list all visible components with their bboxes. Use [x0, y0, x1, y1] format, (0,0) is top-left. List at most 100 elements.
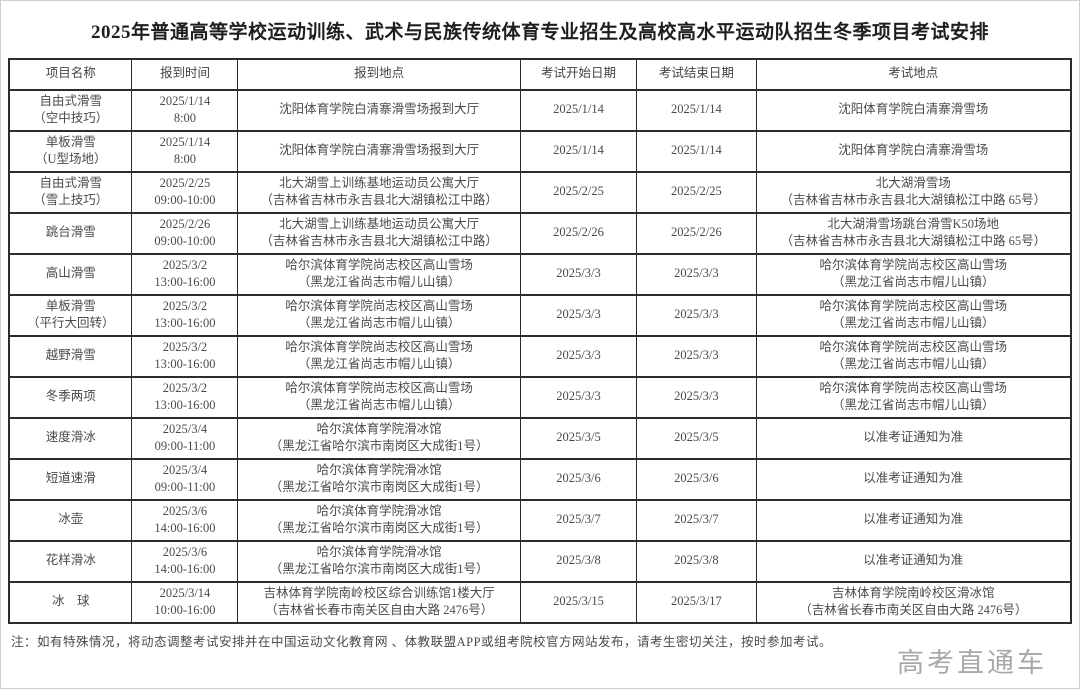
- cell-text-line: 2025/3/2: [162, 257, 208, 272]
- cell-exam-end-date: 2025/3/17: [636, 580, 757, 624]
- column-header: 考试结束日期: [636, 57, 757, 91]
- cell-text-line: 北大湖雪上训练基地运动员公寓大厅: [279, 175, 480, 190]
- cell-text-line: 自由式滑雪: [39, 93, 102, 108]
- cell-exam-start-date: 2025/3/3: [519, 334, 638, 378]
- table-row: 越野滑雪 2025/3/2 13:00-16:00 哈尔滨体育学院尚志校区高山雪场 （黑…: [8, 334, 1072, 378]
- cell-project-name: 冰壶: [8, 498, 133, 542]
- cell-text-line: （黑龙江省尚志市帽儿山镇）: [832, 316, 995, 331]
- table-header-row: 项目名称 报到时间 报到地点 考试开始日期 考试结束日期 考试地点: [8, 57, 1072, 91]
- cell-checkin-place: 吉林体育学院南岭校区综合训练馆1楼大厅 （吉林省长春市南关区自由大路 2476号）: [237, 580, 521, 624]
- cell-checkin-time: 2025/3/6 14:00-16:00: [131, 539, 239, 583]
- cell-text-line: 2025/3/4: [162, 462, 208, 477]
- cell-text-line: 跳台滑雪: [45, 225, 96, 240]
- cell-checkin-time: 2025/3/2 13:00-16:00: [131, 252, 239, 296]
- cell-text-line: （吉林省吉林市永吉县北大湖镇松江中路 65号）: [780, 234, 1047, 249]
- cell-exam-place: 哈尔滨体育学院尚志校区高山雪场 （黑龙江省尚志市帽儿山镇）: [755, 293, 1072, 337]
- cell-text-line: （黑龙江省哈尔滨市南岗区大成街1号）: [269, 439, 489, 454]
- cell-text-line: （U型场地）: [34, 152, 107, 167]
- cell-project-name: 冰 球: [8, 580, 133, 624]
- cell-text-line: （平行大回转）: [26, 316, 115, 331]
- column-header: 报到时间: [131, 57, 239, 91]
- cell-text-line: 自由式滑雪: [39, 175, 102, 190]
- cell-checkin-time: 2025/3/4 09:00-11:00: [131, 457, 239, 501]
- cell-exam-start-date: 2025/3/15: [519, 580, 638, 624]
- cell-checkin-place: 哈尔滨体育学院尚志校区高山雪场 （黑龙江省尚志市帽儿山镇）: [237, 293, 521, 337]
- cell-exam-end-date: 2025/1/14: [636, 129, 757, 173]
- cell-text-line: 沈阳体育学院白清寨滑雪场: [838, 102, 989, 117]
- cell-text-line: 2025/3/6: [162, 544, 208, 559]
- column-header: 项目名称: [8, 57, 133, 91]
- table-row: 单板滑雪 （平行大回转） 2025/3/2 13:00-16:00 哈尔滨体育学院尚志校…: [8, 293, 1072, 337]
- table-body: 自由式滑雪 （空中技巧） 2025/1/14 8:00 沈阳体育学院白清寨滑雪场报到大厅…: [8, 88, 1072, 624]
- cell-text-line: 以准考证通知为准: [863, 553, 964, 568]
- footnote: 注：如有特殊情况，将动态调整考试安排并在中国运动文化教育网 、体教联盟APP或组…: [11, 634, 833, 649]
- cell-exam-end-date: 2025/2/26: [636, 211, 757, 255]
- cell-exam-start-date: 2025/3/5: [519, 416, 638, 460]
- column-header: 报到地点: [237, 57, 521, 91]
- cell-text-line: （吉林省吉林市永吉县北大湖镇松江中路）: [260, 234, 498, 249]
- cell-text-line: 冬季两项: [45, 389, 96, 404]
- cell-text-line: 速度滑冰: [45, 430, 96, 445]
- table-row: 高山滑雪 2025/3/2 13:00-16:00 哈尔滨体育学院尚志校区高山雪场 （黑…: [8, 252, 1072, 296]
- cell-text-line: 2025/3/4: [162, 421, 208, 436]
- cell-text-line: 2025/2/26: [159, 216, 211, 231]
- cell-text-line: 09:00-10:00: [154, 234, 216, 249]
- cell-text-line: 2025/3/2: [162, 298, 208, 313]
- cell-project-name: 高山滑雪: [8, 252, 133, 296]
- cell-text-line: 以准考证通知为准: [863, 512, 964, 527]
- cell-text-line: 哈尔滨体育学院滑冰馆: [316, 544, 442, 559]
- cell-text-line: 2025/3/6: [162, 503, 208, 518]
- cell-checkin-time: 2025/2/26 09:00-10:00: [131, 211, 239, 255]
- cell-checkin-place: 哈尔滨体育学院尚志校区高山雪场 （黑龙江省尚志市帽儿山镇）: [237, 375, 521, 419]
- cell-exam-place: 以准考证通知为准: [755, 457, 1072, 501]
- cell-exam-end-date: 2025/3/3: [636, 293, 757, 337]
- cell-exam-end-date: 2025/3/3: [636, 334, 757, 378]
- cell-text-line: 单板滑雪: [45, 298, 96, 313]
- cell-exam-place: 以准考证通知为准: [755, 498, 1072, 542]
- table-row: 速度滑冰 2025/3/4 09:00-11:00 哈尔滨体育学院滑冰馆 （黑龙江省哈尔…: [8, 416, 1072, 460]
- cell-checkin-place: 沈阳体育学院白清寨滑雪场报到大厅: [237, 88, 521, 132]
- cell-exam-start-date: 2025/3/3: [519, 293, 638, 337]
- cell-text-line: 哈尔滨体育学院尚志校区高山雪场: [819, 380, 1008, 395]
- cell-text-line: 2025/2/25: [159, 175, 211, 190]
- cell-text-line: 以准考证通知为准: [863, 471, 964, 486]
- cell-checkin-place: 北大湖雪上训练基地运动员公寓大厅 （吉林省吉林市永吉县北大湖镇松江中路）: [237, 170, 521, 214]
- cell-exam-start-date: 2025/3/6: [519, 457, 638, 501]
- cell-project-name: 花样滑冰: [8, 539, 133, 583]
- column-header: 考试地点: [755, 57, 1072, 91]
- cell-text-line: 北大湖滑雪场跳台滑雪K50场地: [827, 216, 1000, 231]
- cell-text-line: 哈尔滨体育学院滑冰馆: [316, 421, 442, 436]
- cell-text-line: 沈阳体育学院白清寨滑雪场报到大厅: [279, 102, 480, 117]
- cell-exam-start-date: 2025/3/8: [519, 539, 638, 583]
- cell-exam-place: 以准考证通知为准: [755, 539, 1072, 583]
- cell-exam-start-date: 2025/3/7: [519, 498, 638, 542]
- cell-text-line: 哈尔滨体育学院尚志校区高山雪场: [285, 298, 473, 313]
- cell-exam-place: 哈尔滨体育学院尚志校区高山雪场 （黑龙江省尚志市帽儿山镇）: [755, 334, 1072, 378]
- cell-exam-start-date: 2025/3/3: [519, 375, 638, 419]
- cell-exam-end-date: 2025/3/3: [636, 252, 757, 296]
- page-title: 2025年普通高等学校运动训练、武术与民族传统体育专业招生及高校高水平运动队招生…: [90, 22, 989, 43]
- cell-text-line: 14:00-16:00: [154, 521, 216, 536]
- cell-exam-place: 吉林体育学院南岭校区滑冰馆 （吉林省长春市南关区自由大路 2476号）: [755, 580, 1072, 624]
- cell-text-line: 哈尔滨体育学院滑冰馆: [316, 503, 442, 518]
- column-header: 考试开始日期: [519, 57, 638, 91]
- cell-text-line: 哈尔滨体育学院尚志校区高山雪场: [285, 339, 473, 354]
- cell-text-line: （黑龙江省尚志市帽儿山镇）: [297, 398, 461, 413]
- cell-exam-place: 沈阳体育学院白清寨滑雪场: [755, 129, 1072, 173]
- cell-text-line: （黑龙江省尚志市帽儿山镇）: [832, 398, 995, 413]
- cell-project-name: 越野滑雪: [8, 334, 133, 378]
- cell-text-line: 13:00-16:00: [154, 316, 216, 331]
- cell-checkin-place: 北大湖雪上训练基地运动员公寓大厅 （吉林省吉林市永吉县北大湖镇松江中路）: [237, 211, 521, 255]
- table-row: 短道速滑 2025/3/4 09:00-11:00 哈尔滨体育学院滑冰馆 （黑龙江省哈尔…: [8, 457, 1072, 501]
- cell-project-name: 冬季两项: [8, 375, 133, 419]
- cell-text-line: 北大湖滑雪场: [875, 175, 951, 190]
- table-row: 冬季两项 2025/3/2 13:00-16:00 哈尔滨体育学院尚志校区高山雪场 （黑…: [8, 375, 1072, 419]
- watermark: 高考直通车: [897, 648, 1047, 678]
- cell-text-line: （雪上技巧）: [33, 193, 109, 208]
- cell-exam-end-date: 2025/3/7: [636, 498, 757, 542]
- cell-text-line: 越野滑雪: [45, 348, 96, 363]
- cell-checkin-place: 哈尔滨体育学院尚志校区高山雪场 （黑龙江省尚志市帽儿山镇）: [237, 334, 521, 378]
- cell-text-line: 2025/3/2: [162, 339, 208, 354]
- cell-text-line: 单板滑雪: [45, 134, 96, 149]
- cell-text-line: 沈阳体育学院白清寨滑雪场报到大厅: [279, 143, 480, 158]
